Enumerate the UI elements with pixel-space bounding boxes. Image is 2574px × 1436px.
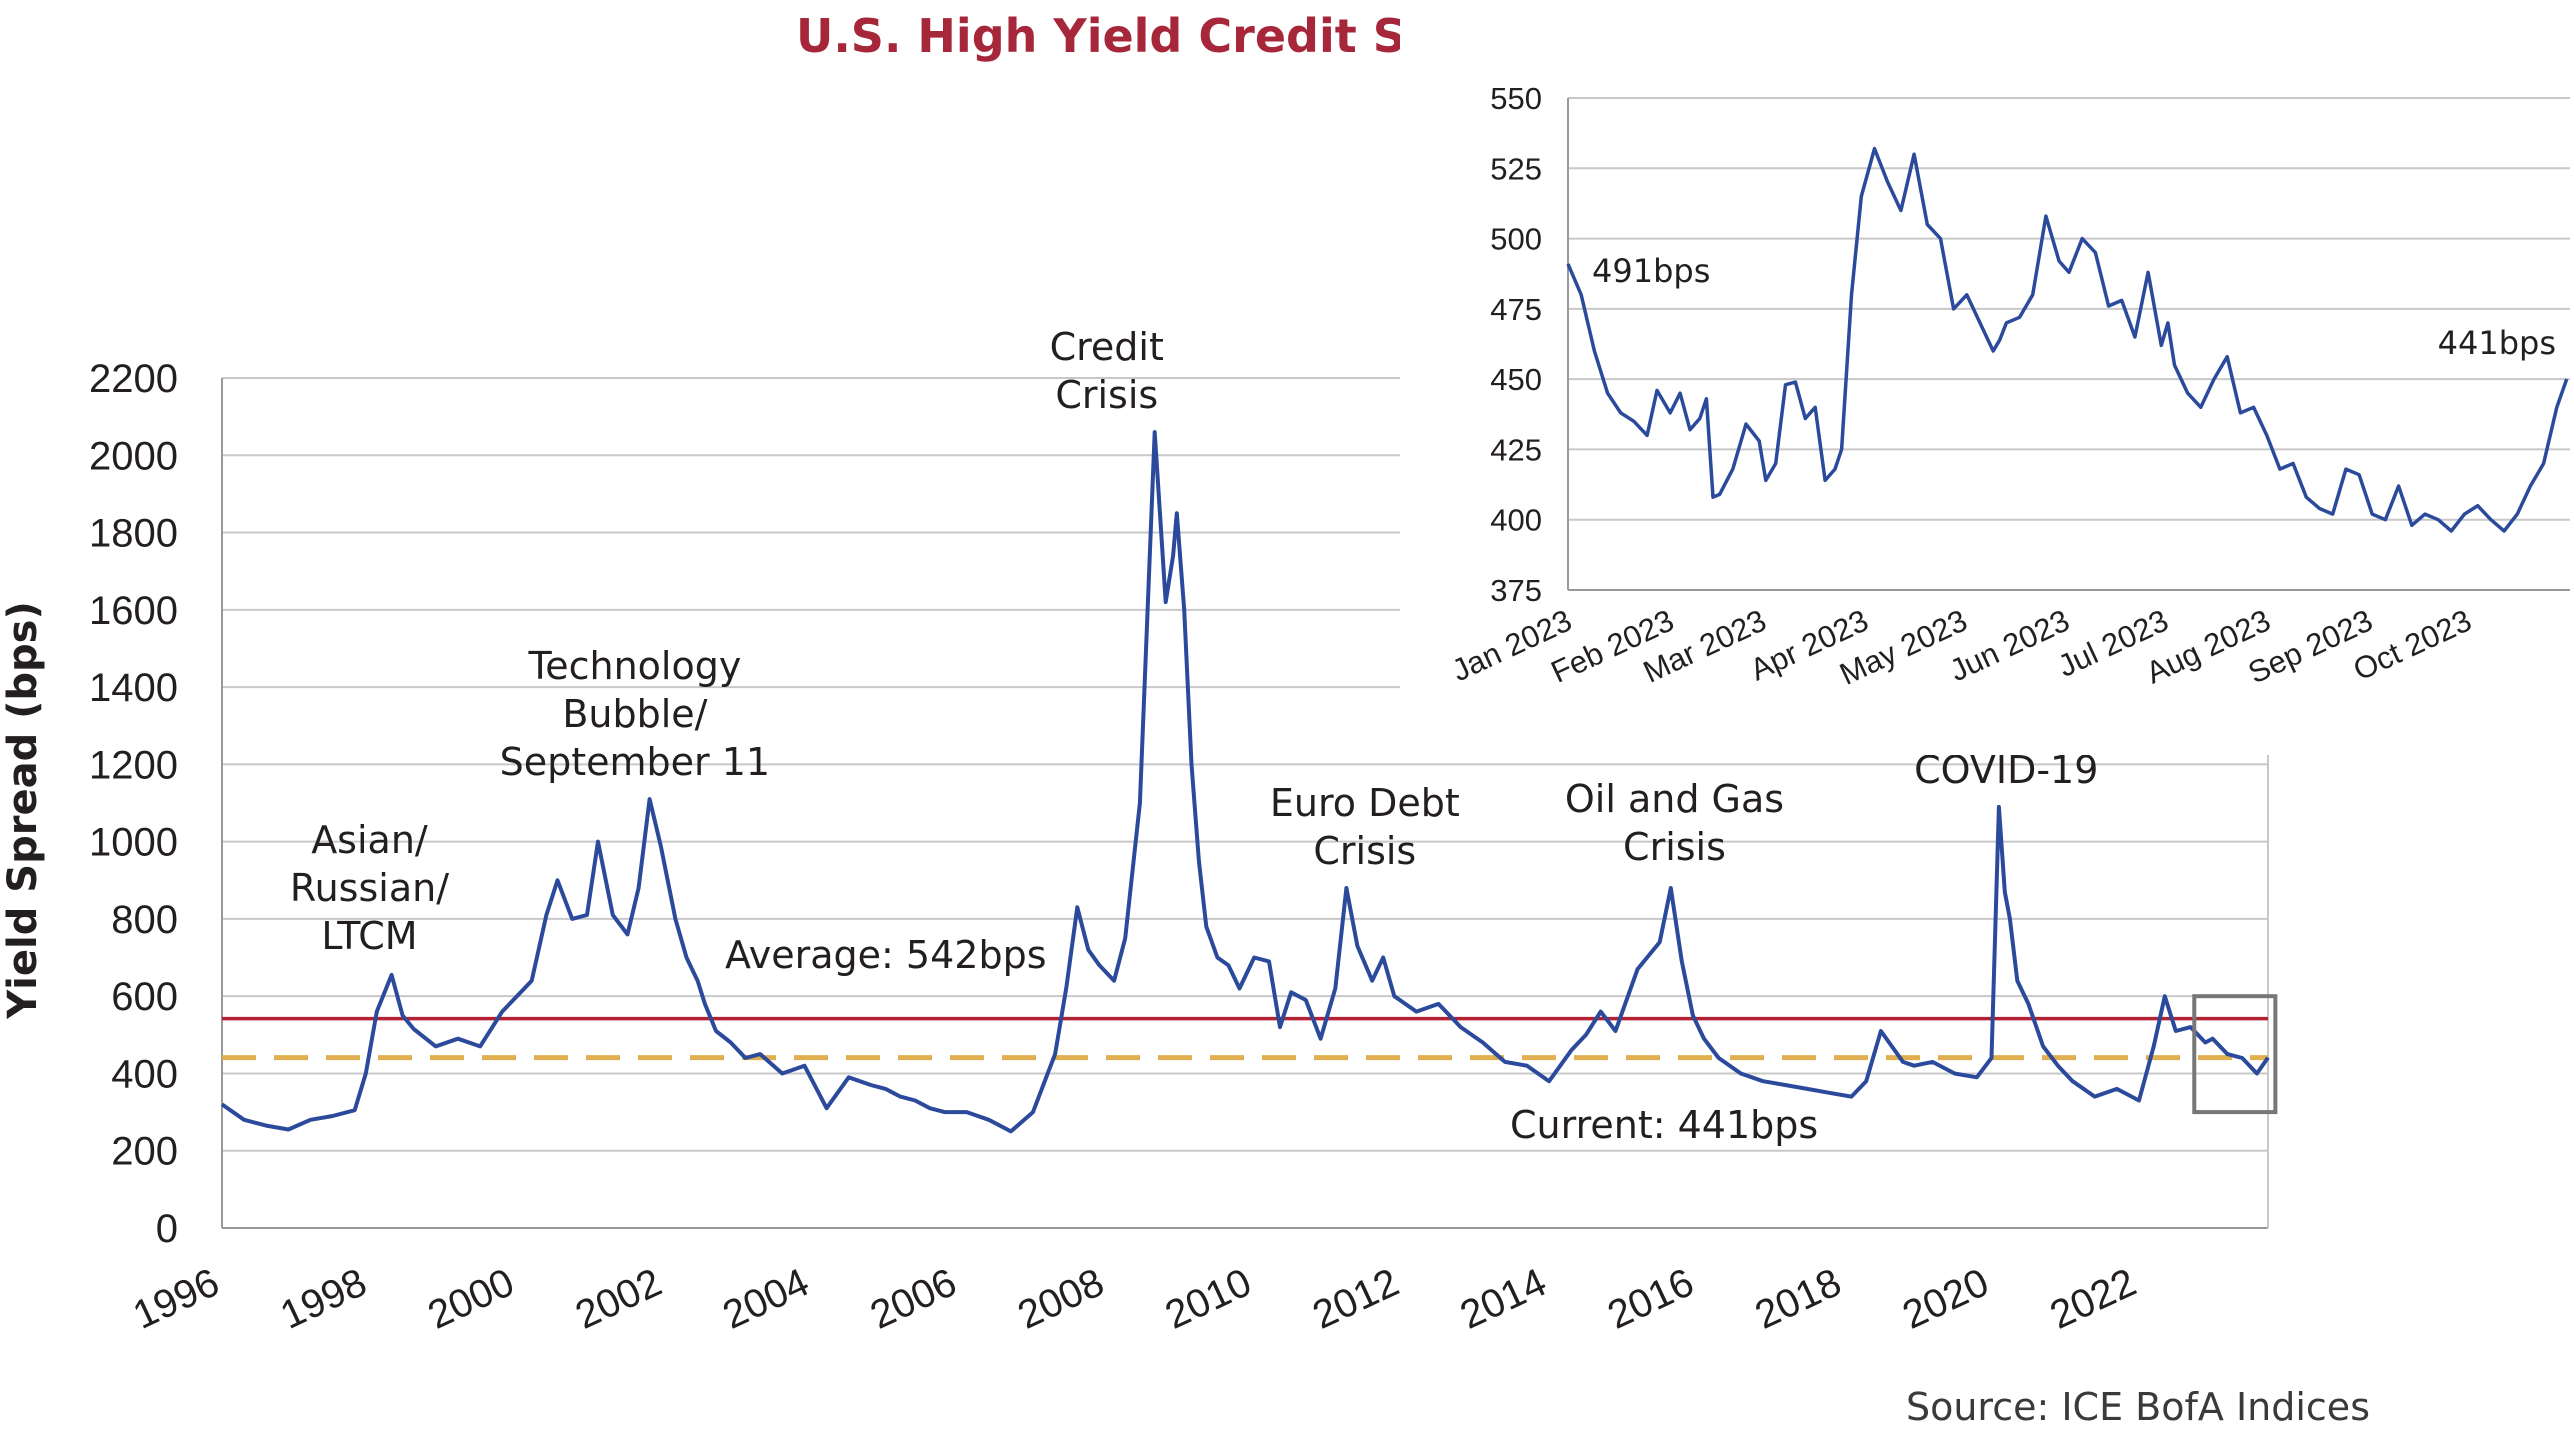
inset-y-tick-label: 425	[1490, 432, 1542, 467]
inset-y-tick-label: 525	[1490, 151, 1542, 186]
main-y-tick-label: 200	[111, 1130, 178, 1174]
recent-period-box	[2192, 994, 2278, 1115]
inset-y-tick-label: 375	[1490, 573, 1542, 608]
inset-y-tick-label: 500	[1490, 222, 1542, 257]
main-x-tick-label: 2008	[1011, 1260, 1110, 1337]
source-note: Source: ICE BofA Indices	[1906, 1385, 2370, 1429]
main-annotations: Asian/Russian/LTCM Technology Bubble/Septe…	[290, 325, 2099, 958]
inset-y-tick-label: 450	[1490, 362, 1542, 397]
main-x-tick-label: 2012	[1306, 1260, 1405, 1337]
inset-gridlines	[1567, 97, 2570, 591]
main-x-tick-labels: 1996 1998 2000 2002 2004 2006 2008 2010 2012 2014…	[127, 1260, 2143, 1337]
inset-y-tick-label: 550	[1490, 81, 1542, 116]
main-highlight-box	[2192, 994, 2278, 1115]
main-y-tick-label: 2000	[89, 434, 178, 478]
average-label: Average: 542bps	[725, 933, 1047, 977]
start-value-label: 491bps	[1592, 252, 1710, 290]
inset-spread-line	[1566, 146, 2569, 533]
main-x-tick-label: 2018	[1749, 1260, 1848, 1337]
inset-y-tick-labels: 375 400 425 450 475 500 525 550	[1490, 81, 1542, 608]
y-axis-label: Yield Spread (bps)	[0, 601, 46, 1020]
main-y-tick-label: 1200	[89, 743, 178, 787]
event-annotation: Euro Debt Crisis	[1270, 781, 1460, 873]
event-annotation: Oil and Gas Crisis	[1565, 777, 1784, 869]
main-chart: 0 200 400 600 800 1000 1200 1400 1600 1800 2000 220…	[0, 325, 2278, 1338]
main-y-tick-label: 1600	[89, 589, 178, 633]
main-reference-lines: Average: 542bps Current: 441bps	[222, 933, 2268, 1147]
main-y-tick-label: 1400	[89, 666, 178, 710]
main-x-tick-label: 2002	[569, 1260, 668, 1337]
event-annotation: Asian/Russian/LTCM	[290, 818, 449, 958]
inset-annotations: 491bps 441bps	[1592, 252, 2556, 362]
main-x-tick-label: 1996	[127, 1260, 226, 1337]
main-x-tick-label: 1998	[274, 1260, 373, 1337]
inset-series	[1566, 146, 2569, 533]
main-y-tick-label: 2200	[89, 357, 178, 401]
main-x-tick-label: 2006	[864, 1260, 963, 1337]
inset-background	[1400, 0, 2574, 755]
main-x-tick-label: 2016	[1601, 1260, 1700, 1337]
main-y-tick-label: 1000	[89, 821, 178, 865]
current-label: Current: 441bps	[1510, 1103, 1818, 1147]
inset-y-tick-label: 400	[1490, 503, 1542, 538]
main-y-tick-label: 800	[111, 898, 178, 942]
event-annotation: Technology Bubble/September 11	[500, 644, 770, 784]
main-y-tick-label: 1800	[89, 512, 178, 556]
main-spread-line	[220, 430, 2270, 1134]
main-x-tick-label: 2022	[2044, 1260, 2143, 1337]
inset-y-tick-label: 475	[1490, 292, 1542, 327]
main-x-tick-label: 2000	[421, 1260, 520, 1337]
main-y-tick-label: 400	[111, 1052, 178, 1096]
event-annotation: Credit Crisis	[1050, 325, 1164, 417]
main-series	[220, 430, 2270, 1134]
main-y-tick-labels: 0 200 400 600 800 1000 1200 1400 1600 1800 2000 220…	[89, 357, 178, 1251]
main-x-tick-label: 2004	[716, 1260, 815, 1337]
main-x-tick-label: 2010	[1159, 1260, 1258, 1337]
main-x-tick-label: 2014	[1454, 1260, 1553, 1337]
end-value-label: 441bps	[2438, 324, 2556, 362]
main-y-tick-label: 600	[111, 975, 178, 1019]
main-y-tick-label: 0	[156, 1207, 178, 1251]
main-x-tick-label: 2020	[1896, 1260, 1995, 1337]
event-annotation: COVID-19	[1914, 748, 2098, 792]
